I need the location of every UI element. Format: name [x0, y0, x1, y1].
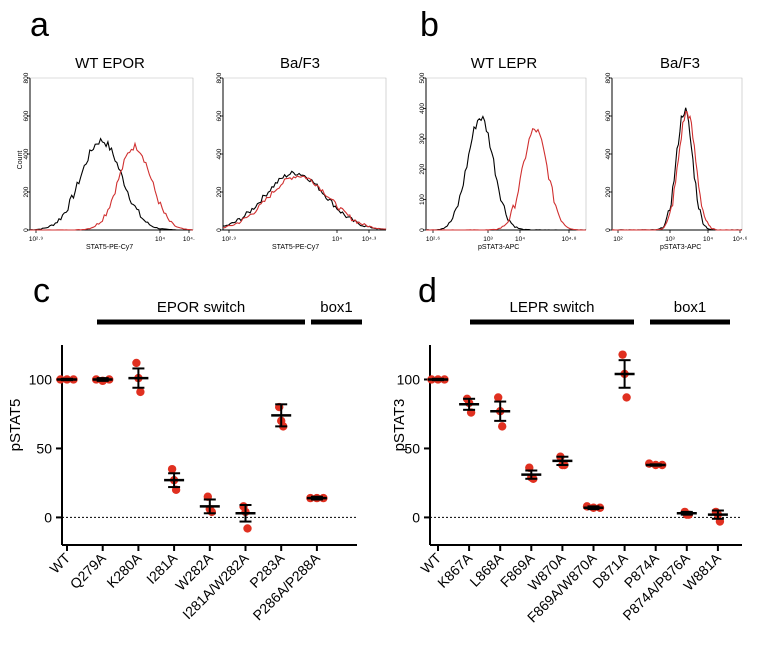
- y-tick-label: 600: [605, 110, 612, 121]
- y-tick-label: 200: [23, 186, 30, 197]
- x-axis-label: STAT5-PE-Cy7: [86, 244, 133, 251]
- x-tick-label: Q279A: [67, 549, 110, 592]
- data-point: [136, 387, 145, 397]
- histogram-axes: [425, 78, 586, 231]
- data-point: [622, 393, 631, 402]
- x-axis-label: STAT5-PE-Cy7: [272, 244, 319, 251]
- x-tick-label: K867A: [434, 549, 476, 591]
- y-tick-label: 500: [419, 72, 426, 83]
- histogram-axes: [29, 78, 193, 231]
- x-tick-label: 10²·⁶: [426, 236, 441, 243]
- x-tick-label: D871A: [589, 549, 631, 591]
- x-tick-label: 10⁴·: [183, 236, 195, 243]
- histogram-curve-stimulated: [611, 110, 743, 231]
- histogram-curve-unstimulated: [29, 137, 194, 231]
- y-tick-label: 50: [404, 440, 420, 456]
- histogram-curve-unstimulated: [425, 115, 587, 231]
- y-tick-label: 100: [29, 371, 53, 387]
- y-tick-label: 200: [216, 186, 223, 197]
- y-tick-label: 400: [605, 148, 612, 159]
- x-tick-label: 10²·⁹: [222, 236, 237, 243]
- data-point: [132, 358, 141, 368]
- y-tick-label: 50: [36, 440, 52, 456]
- y-tick-label: 200: [605, 186, 612, 197]
- x-tick-label: 10⁴·³: [362, 236, 377, 243]
- x-tick-label: K280A: [103, 549, 145, 591]
- data-point: [243, 524, 252, 533]
- histogram-title: WT EPOR: [75, 55, 145, 72]
- x-axis-label: pSTAT3-APC: [660, 244, 701, 251]
- data-point: [618, 350, 627, 359]
- histogram-frame: [223, 77, 387, 230]
- y-tick-label: 100: [397, 371, 421, 387]
- y-tick-label: 300: [419, 133, 426, 144]
- group-label: EPOR switch: [157, 299, 245, 316]
- data-point: [494, 393, 503, 402]
- histogram-a2: Ba/F3 0 200 400 600 800 10²·⁹ 10⁴ 10⁴·³ STAT5-PE-…: [216, 55, 387, 251]
- y-axis-label: pSTAT5: [7, 399, 24, 452]
- y-tick-label: 800: [23, 72, 30, 83]
- group-label: LEPR switch: [509, 299, 594, 316]
- y-tick-label: 200: [419, 163, 426, 174]
- y-tick-label: 400: [216, 148, 223, 159]
- x-tick-label: 10⁴: [703, 236, 713, 243]
- histogram-title: WT LEPR: [471, 55, 538, 72]
- x-tick-label: 10²: [613, 236, 623, 243]
- y-tick-label: 0: [216, 228, 223, 232]
- x-tick-label: 10²·⁹: [29, 236, 44, 243]
- y-tick-label: 0: [412, 509, 420, 525]
- histogram-curve-stimulated: [222, 175, 387, 230]
- dot-plot-c: EPOR switch box1050100pSTAT5WTQ279AK280AI…: [7, 299, 362, 623]
- y-tick-label: 400: [23, 148, 30, 159]
- histogram-title: Ba/F3: [660, 55, 700, 72]
- dot-plot-d: LEPR switch box1050100pSTAT3WTK867AL868AF…: [391, 299, 742, 626]
- histogram-a1: WT EPOR 0 200 400 600 800 10²·⁹ 10⁴ 10⁴· STAT5-PE…: [17, 55, 195, 251]
- x-tick-label: 10⁴: [515, 236, 525, 243]
- panel-label-d: d: [418, 272, 437, 310]
- x-tick-label: 10⁴·⁸: [562, 236, 577, 243]
- dot-plot-panels: EPOR switch box1050100pSTAT5WTQ279AK280AI…: [7, 299, 742, 626]
- data-point: [498, 422, 507, 431]
- y-tick-label: 0: [419, 228, 426, 232]
- y-tick-label: 800: [605, 72, 612, 83]
- histogram-panels: WT EPOR 0 200 400 600 800 10²·⁹ 10⁴ 10⁴· STAT5-PE…: [17, 55, 748, 251]
- panel-label-a: a: [30, 6, 49, 44]
- y-axis-label: pSTAT3: [391, 399, 408, 452]
- histogram-curve-stimulated: [30, 141, 194, 231]
- histogram-frame: [30, 77, 194, 230]
- histogram-frame: [426, 77, 587, 230]
- histogram-title: Ba/F3: [280, 55, 320, 72]
- y-tick-label: 600: [23, 110, 30, 121]
- histogram-b2: Ba/F3 0 200 400 600 800 10² 10³ 10⁴ 10⁴·⁶ pSTAT3-A…: [605, 55, 748, 251]
- group-label: box1: [674, 299, 707, 316]
- data-point: [167, 464, 177, 474]
- y-tick-label: 0: [44, 509, 52, 525]
- y-tick-label: 100: [419, 194, 426, 205]
- y-tick-label: 400: [419, 103, 426, 114]
- x-tick-label: 10³: [483, 236, 493, 243]
- y-tick-label: 0: [23, 228, 30, 232]
- histogram-curve-stimulated: [426, 127, 586, 231]
- histogram-axes: [222, 78, 386, 231]
- histogram-curve-unstimulated: [222, 170, 387, 231]
- x-tick-label: 10³: [665, 236, 675, 243]
- x-tick-label: 10⁴: [155, 236, 165, 243]
- y-tick-label: 0: [605, 228, 612, 232]
- x-tick-label: 10⁴·⁶: [733, 236, 748, 243]
- panel-label-c: c: [33, 272, 50, 310]
- y-tick-label: 600: [216, 110, 223, 121]
- x-tick-label: 10⁴: [332, 236, 342, 243]
- x-tick-label: WT: [46, 549, 73, 576]
- panel-label-b: b: [420, 6, 439, 44]
- y-axis-label: Count: [17, 151, 24, 170]
- histogram-b1: WT LEPR 0 100 200 300 400 500 10²·⁶ 10³ 10⁴ 10⁴·⁸ p…: [419, 55, 587, 251]
- y-tick-label: 800: [216, 72, 223, 83]
- histogram-frame: [612, 77, 743, 230]
- group-label: box1: [320, 299, 353, 316]
- x-axis-label: pSTAT3-APC: [478, 244, 519, 251]
